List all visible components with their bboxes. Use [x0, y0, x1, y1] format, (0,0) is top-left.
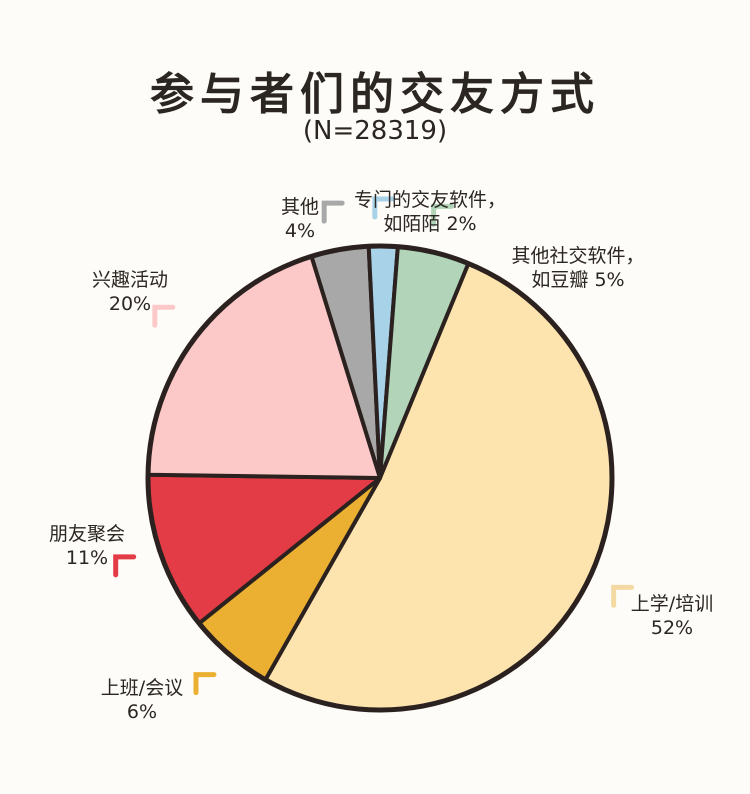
slice-school-marker: [611, 584, 635, 608]
label-other-value: 4%: [284, 220, 316, 242]
label-dating-app-line2: 如陌陌 2%: [383, 213, 477, 235]
slice-hobby-marker: [152, 304, 176, 328]
slice-work-marker: [193, 672, 217, 696]
label-hobby-name: 兴趣活动: [91, 269, 169, 291]
label-other: 其他 4%: [281, 195, 319, 243]
label-party: 朋友聚会 11%: [49, 522, 125, 570]
slice-dating-app-marker: [372, 196, 396, 220]
label-school-value: 52%: [650, 617, 694, 639]
pie-outline: [145, 243, 615, 713]
label-school-name: 上学/培训: [630, 593, 714, 615]
label-other-name: 其他: [280, 196, 320, 218]
slice-other-marker: [321, 200, 345, 224]
label-party-value: 11%: [65, 547, 109, 569]
label-hobby-value: 20%: [108, 293, 152, 315]
label-dating-app: 专门的交友软件， 如陌陌 2%: [354, 188, 506, 236]
label-work: 上班/会议 6%: [101, 676, 183, 724]
label-dating-app-line1: 专门的交友软件，: [353, 189, 507, 211]
label-school: 上学/培训 52%: [631, 592, 713, 640]
label-hobby: 兴趣活动 20%: [92, 268, 168, 316]
chart-subtitle: (N=28319): [302, 116, 448, 146]
label-work-name: 上班/会议: [100, 677, 184, 699]
chart-title: 参与者们的交友方式: [150, 69, 600, 120]
label-work-value: 6%: [126, 701, 158, 723]
label-party-name: 朋友聚会: [48, 523, 126, 545]
label-social-app-line2: 如豆瓣 5%: [531, 269, 625, 291]
slice-social-app-marker: [431, 203, 455, 227]
slice-party-marker: [113, 554, 137, 578]
label-social-app-line1: 其他社交软件，: [511, 245, 645, 267]
label-social-app: 其他社交软件， 如豆瓣 5%: [511, 244, 644, 292]
